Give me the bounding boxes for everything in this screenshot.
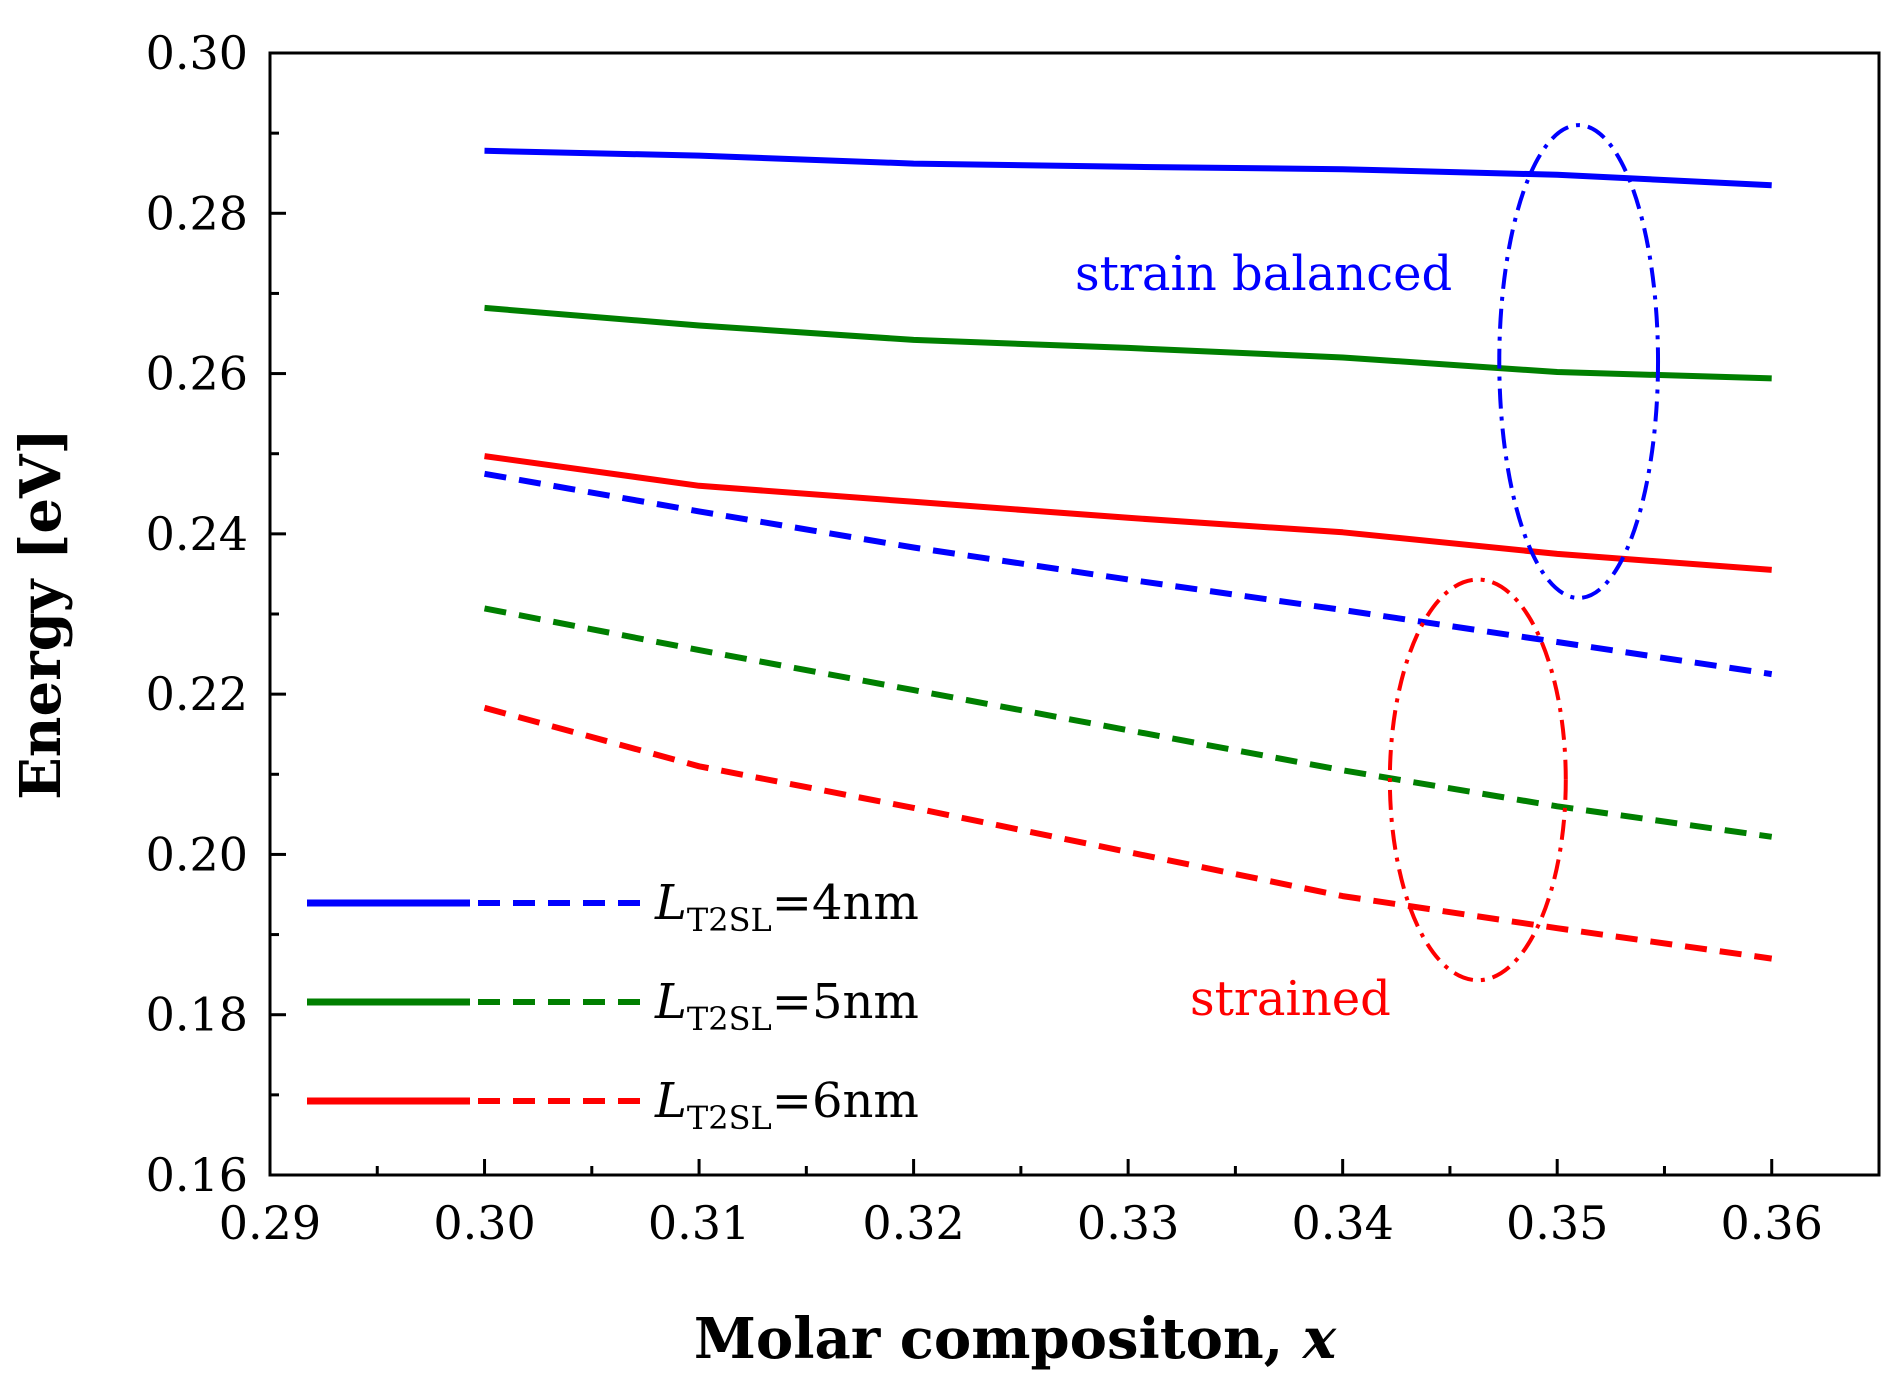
y-tick-label: 0.16 xyxy=(146,1148,248,1202)
x-tick-label: 0.34 xyxy=(1291,1196,1393,1250)
x-tick-label: 0.32 xyxy=(862,1196,964,1250)
legend: LT2SL=4nm LT2SL=5nm LT2SL=6nm xyxy=(307,875,919,1137)
y-axis-title: Energy [eV] xyxy=(8,428,74,800)
x-tick-label: 0.29 xyxy=(219,1196,321,1250)
axis-ticks: 0.29 0.30 0.31 0.32 0.33 0.34 0.35 0.36 0.16 0.18… xyxy=(146,26,1823,1250)
series-line-3 xyxy=(483,470,1773,678)
x-axis-title-main: Molar compositon, xyxy=(694,1306,1303,1372)
plot-frame xyxy=(268,51,1881,1177)
legend-label: LT2SL=4nm xyxy=(654,875,919,939)
x-axis-title-var: x xyxy=(1302,1306,1337,1372)
legend-label: LT2SL=5nm xyxy=(654,974,919,1038)
strain-balanced-label: strain balanced xyxy=(1075,246,1452,302)
y-tick-label: 0.20 xyxy=(146,827,248,881)
x-tick-label: 0.35 xyxy=(1506,1196,1608,1250)
y-tick-label: 0.26 xyxy=(146,347,248,401)
series-line-2 xyxy=(484,453,1772,573)
strained-label: strained xyxy=(1190,971,1391,1027)
series-line-0 xyxy=(484,147,1772,189)
x-tick-label: 0.36 xyxy=(1721,1196,1823,1250)
legend-label: LT2SL=6nm xyxy=(654,1073,919,1137)
y-tick-label: 0.24 xyxy=(146,507,248,561)
series-line-1 xyxy=(484,304,1772,382)
y-tick-label: 0.30 xyxy=(146,26,248,80)
y-tick-label: 0.28 xyxy=(146,186,248,240)
series-line-4 xyxy=(483,605,1773,840)
x-tick-label: 0.31 xyxy=(648,1196,750,1250)
ellipse-layer xyxy=(1387,123,1661,983)
series-line-5 xyxy=(483,704,1773,962)
x-tick-label: 0.33 xyxy=(1077,1196,1179,1250)
y-tick-label: 0.18 xyxy=(146,988,248,1042)
y-tick-label: 0.22 xyxy=(146,667,248,721)
x-axis-title: Molar compositon, x xyxy=(694,1306,1337,1372)
x-tick-label: 0.30 xyxy=(433,1196,535,1250)
series-layer xyxy=(483,147,1773,962)
strained-ellipse xyxy=(1387,577,1568,983)
strain-balanced-ellipse xyxy=(1497,123,1661,600)
